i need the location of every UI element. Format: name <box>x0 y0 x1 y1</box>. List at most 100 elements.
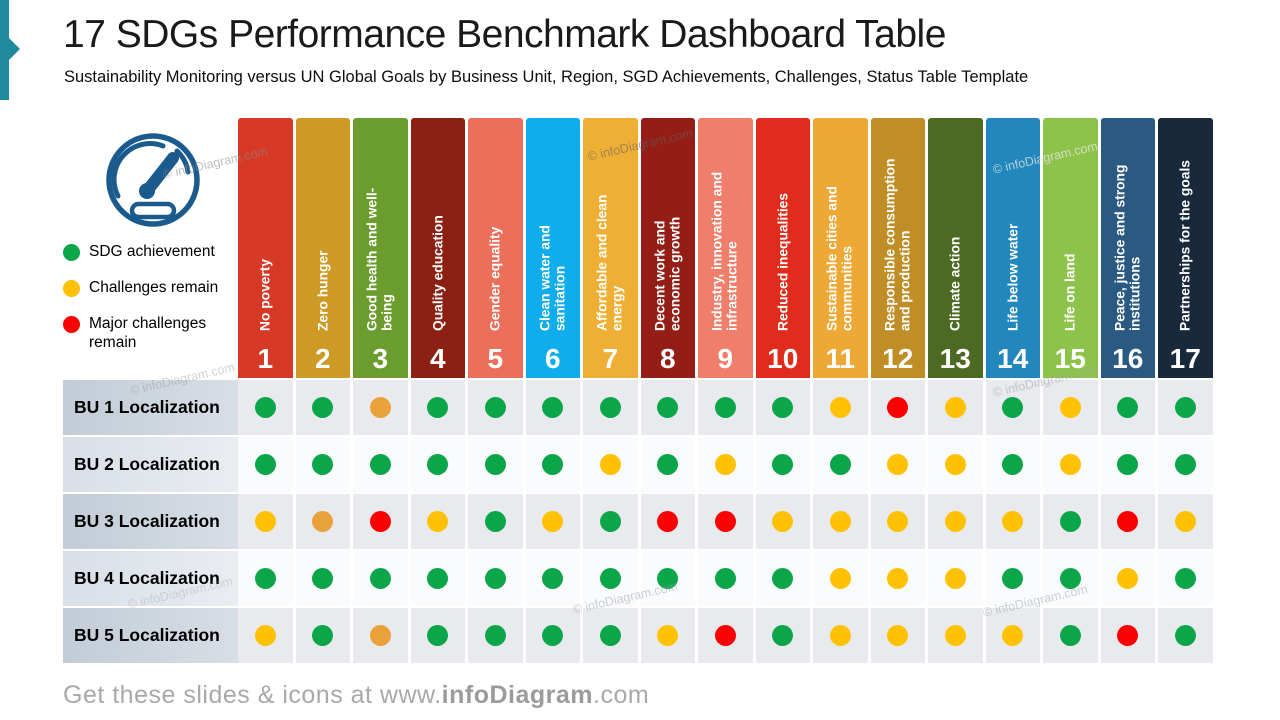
status-dot <box>944 568 966 589</box>
status-dot <box>887 511 909 532</box>
status-cell <box>640 608 695 663</box>
status-dot <box>944 397 966 418</box>
page-subtitle: Sustainability Monitoring versus UN Glob… <box>64 68 1029 86</box>
status-cell <box>583 380 638 435</box>
status-cell <box>468 494 523 549</box>
status-cell <box>985 551 1040 606</box>
status-dot <box>1002 397 1024 418</box>
status-cell <box>813 551 868 606</box>
sdg-column-label: Sustainable cities and communities <box>824 186 856 331</box>
status-cell <box>928 608 983 663</box>
status-dot <box>427 511 449 532</box>
sdg-column-header: Good health and well- being 3 <box>353 118 408 378</box>
legend-item-label: SDG achievement <box>89 243 215 260</box>
sdg-column-label: Clean water and sanitation <box>537 225 568 331</box>
status-cell <box>410 380 465 435</box>
status-cell <box>295 380 350 435</box>
status-cell <box>755 494 810 549</box>
status-dot <box>542 625 564 646</box>
sdg-column-number: 5 <box>487 343 504 374</box>
status-dot <box>542 568 564 589</box>
status-dot <box>657 454 679 475</box>
status-cell <box>238 380 293 435</box>
status-cell <box>583 494 638 549</box>
status-cell <box>640 437 695 492</box>
status-cell <box>1158 494 1213 549</box>
sdg-column-number: 14 <box>997 343 1029 374</box>
status-cell <box>813 494 868 549</box>
sdg-column-number: 6 <box>544 343 561 374</box>
sdg-column-number: 15 <box>1054 343 1086 374</box>
status-cell <box>410 551 465 606</box>
status-dot <box>1117 625 1139 646</box>
status-cell <box>353 380 408 435</box>
status-dot <box>312 397 334 418</box>
status-dot <box>369 568 391 589</box>
sdg-column-number: 9 <box>717 343 734 374</box>
sdg-column-number: 13 <box>939 343 971 374</box>
status-dot <box>1059 397 1081 418</box>
sdg-column-label: Life below water <box>1005 223 1021 331</box>
status-cell <box>295 608 350 663</box>
status-dot <box>887 625 909 646</box>
status-dot <box>427 568 449 589</box>
status-cell <box>870 437 925 492</box>
status-cell <box>1043 437 1098 492</box>
legend-item: Challenges remain <box>63 279 249 298</box>
status-cell <box>640 551 695 606</box>
status-cell <box>870 380 925 435</box>
status-dot <box>254 625 276 646</box>
sdg-column-label: Decent work and economic growth <box>652 216 683 331</box>
sdg-column-number: 7 <box>602 343 619 374</box>
status-dot <box>887 454 909 475</box>
status-cell <box>295 494 350 549</box>
status-dot <box>1002 568 1024 589</box>
legend-item-label: Major challenges remain <box>89 314 207 351</box>
row-label: BU 4 Localization <box>63 551 238 606</box>
status-cell <box>238 494 293 549</box>
status-dot <box>484 511 506 532</box>
sdg-column-label: Climate action <box>947 236 963 331</box>
sdg-column-label: Quality education <box>430 215 446 331</box>
status-dot <box>1002 625 1024 646</box>
status-dot <box>829 568 851 589</box>
row-label: BU 5 Localization <box>63 608 238 663</box>
status-dot <box>427 625 449 646</box>
status-cell <box>928 380 983 435</box>
status-cell <box>353 608 408 663</box>
status-dot <box>254 511 276 532</box>
status-dot <box>829 625 851 646</box>
status-dot <box>254 454 276 475</box>
sdg-column-header: Partnerships for the goals 17 <box>1158 118 1213 378</box>
status-dot <box>599 625 621 646</box>
status-dot <box>772 568 794 589</box>
status-dot <box>542 454 564 475</box>
status-dot <box>427 397 449 418</box>
status-cell <box>1043 551 1098 606</box>
legend-dot-icon <box>63 279 80 297</box>
status-dot <box>369 511 391 532</box>
status-cell <box>698 494 753 549</box>
status-dot <box>772 511 794 532</box>
sdg-column-header: Industry, innovation and infrastructure 9 <box>698 118 753 378</box>
status-cell <box>295 551 350 606</box>
status-cell <box>1043 380 1098 435</box>
status-dot <box>1174 397 1196 418</box>
status-cell <box>410 494 465 549</box>
status-dot <box>312 568 334 589</box>
status-cell <box>238 551 293 606</box>
footer-credit: Get these slides & icons at www.infoDiag… <box>63 681 649 710</box>
status-dot <box>714 454 736 475</box>
status-dot <box>1002 454 1024 475</box>
status-dot <box>714 625 736 646</box>
sdg-column-number: 8 <box>659 343 676 374</box>
sdg-column-header: Affordable and clean energy 7 <box>583 118 638 378</box>
status-cell <box>640 380 695 435</box>
status-dot <box>772 454 794 475</box>
status-dot <box>1059 625 1081 646</box>
status-cell <box>1100 494 1155 549</box>
status-dot <box>887 568 909 589</box>
status-cell <box>755 551 810 606</box>
status-cell <box>1043 494 1098 549</box>
sdg-column-number: 12 <box>882 343 914 374</box>
